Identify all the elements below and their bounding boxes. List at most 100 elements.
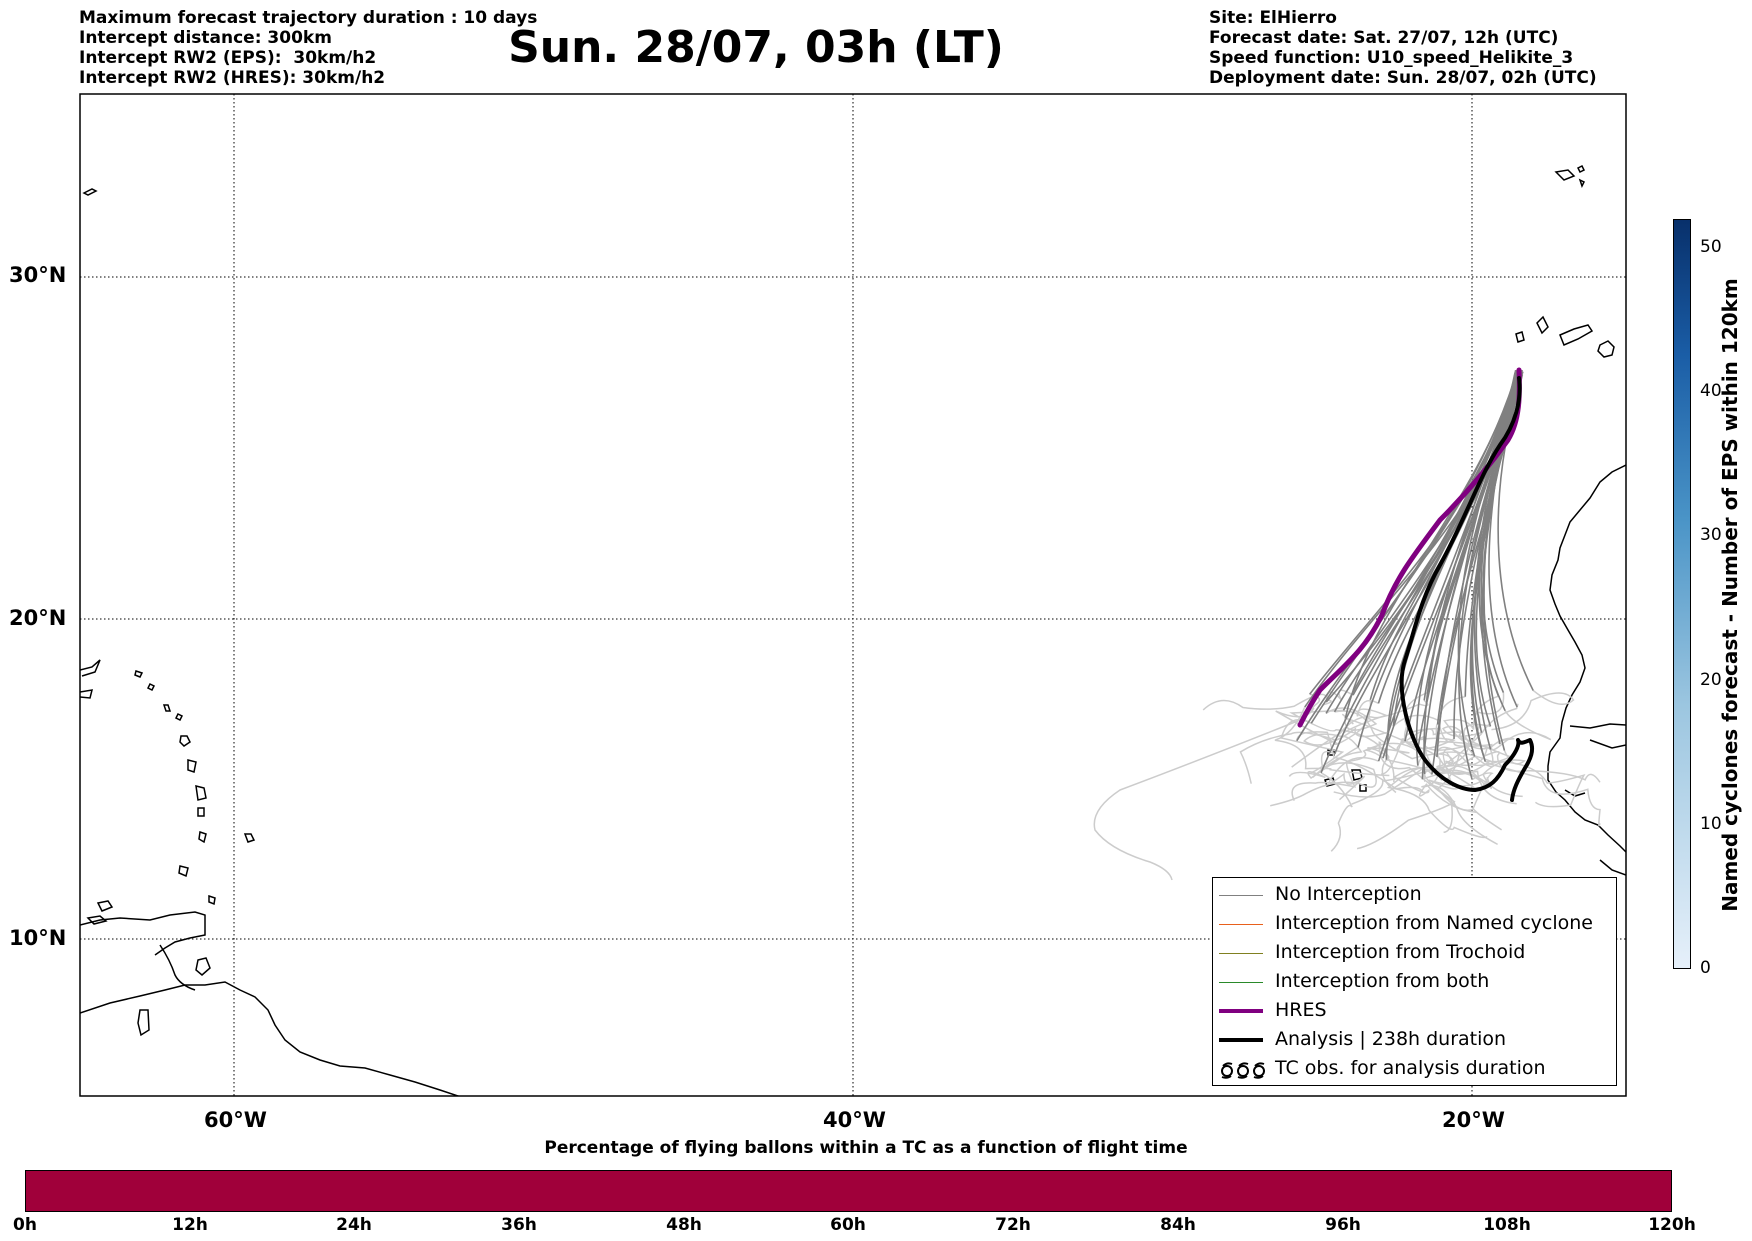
coastlines bbox=[80, 164, 1626, 1096]
eps-trajectory-late bbox=[1356, 773, 1456, 850]
eps-trajectory-late bbox=[1342, 699, 1389, 734]
eps-trajectory-late bbox=[1422, 771, 1482, 790]
coastline-segment bbox=[187, 759, 197, 773]
eps-trajectory-late bbox=[1436, 746, 1475, 811]
analysis-trajectory bbox=[1399, 376, 1535, 802]
coastline-segment bbox=[208, 894, 216, 906]
eps-trajectory-late bbox=[1202, 693, 1328, 711]
colorbar-tick: 96h bbox=[1325, 1215, 1361, 1235]
legend-swatch-black bbox=[1219, 1038, 1263, 1042]
colorbar-tick: 48h bbox=[666, 1215, 702, 1235]
eps-trajectory bbox=[1333, 373, 1522, 713]
map-legend: No Interception Interception from Named … bbox=[1212, 877, 1617, 1086]
colorbar-tick: 20 bbox=[1700, 670, 1722, 690]
legend-item-hres: HRES bbox=[1213, 998, 1616, 1024]
colorbar-tick: 60h bbox=[830, 1215, 866, 1235]
legend-label: HRES bbox=[1275, 999, 1327, 1021]
lat-label-20: 20°N bbox=[9, 606, 67, 630]
colorbar-tick: 12h bbox=[172, 1215, 208, 1235]
colorbar-tick: 0 bbox=[1700, 958, 1711, 978]
header-line-forecast-date: Forecast date: Sat. 27/07, 12h (UTC) bbox=[1209, 28, 1559, 48]
eps-trajectory-late bbox=[1303, 727, 1389, 778]
coastline-segment bbox=[159, 944, 196, 991]
legend-swatch-purple bbox=[1219, 1009, 1263, 1013]
header-right: Site: ElHierro Forecast date: Sat. 27/07… bbox=[1209, 8, 1597, 88]
coastline-segment bbox=[1559, 324, 1594, 346]
eps-trajectory-late bbox=[1386, 759, 1517, 805]
coastline-segment bbox=[137, 1009, 150, 1037]
colorbar-tick: 84h bbox=[1160, 1215, 1196, 1235]
legend-item-tc-obs: TC obs. for analysis duration bbox=[1213, 1056, 1616, 1082]
coastline-segment bbox=[80, 689, 94, 699]
header-line-duration: Maximum forecast trajectory duration : 1… bbox=[79, 8, 538, 28]
header-line-rw2-hres: Intercept RW2 (HRES): 30km/h2 bbox=[79, 68, 386, 88]
coastline-segment bbox=[178, 865, 189, 878]
legend-item-both: Interception from both bbox=[1213, 969, 1616, 995]
legend-label: Interception from both bbox=[1275, 970, 1490, 992]
legend-label: TC obs. for analysis duration bbox=[1275, 1057, 1546, 1079]
lat-label-10: 10°N bbox=[9, 926, 67, 950]
legend-swatch-green bbox=[1219, 982, 1263, 983]
coastline-segment bbox=[82, 188, 98, 196]
colorbar-tick: 40 bbox=[1700, 381, 1722, 401]
eps-trajectory-late bbox=[1320, 772, 1353, 852]
coastline-segment bbox=[1589, 739, 1626, 749]
coastline-segment bbox=[1576, 164, 1586, 174]
flight-time-colorbar-title: Percentage of flying ballons within a TC… bbox=[544, 1138, 1188, 1158]
cyclone-symbols-icon bbox=[1221, 1062, 1265, 1079]
colorbar-tick: 72h bbox=[995, 1215, 1031, 1235]
lon-label-60w: 60°W bbox=[204, 1108, 267, 1132]
legend-item-analysis: Analysis | 238h duration bbox=[1213, 1027, 1616, 1053]
legend-label: Interception from Named cyclone bbox=[1275, 912, 1593, 934]
coastline-segment bbox=[1554, 169, 1576, 181]
header-line-deployment-date: Deployment date: Sun. 28/07, 02h (UTC) bbox=[1209, 68, 1597, 88]
eps-trajectory-late bbox=[1345, 717, 1498, 846]
legend-swatch-olive bbox=[1219, 953, 1263, 954]
eps-trajectory-late bbox=[1437, 755, 1493, 790]
legend-label: No Interception bbox=[1275, 883, 1422, 905]
header-line-site: Site: ElHierro bbox=[1209, 8, 1337, 28]
eps-trajectory-late bbox=[1334, 710, 1455, 763]
coastline-segment bbox=[1515, 331, 1525, 343]
eps-trajectory-late bbox=[1291, 742, 1418, 801]
colorbar-tick: 24h bbox=[336, 1215, 372, 1235]
coastline-segment bbox=[1569, 723, 1626, 729]
colorbar-tick: 50 bbox=[1700, 237, 1722, 257]
coastline-segment bbox=[179, 735, 191, 747]
coastline-segment bbox=[1578, 178, 1586, 188]
coastline-segment bbox=[86, 915, 108, 925]
eps-trajectory-late bbox=[1289, 709, 1397, 794]
header-line-distance: Intercept distance: 300km bbox=[79, 28, 332, 48]
eps-trajectory-late bbox=[1280, 718, 1345, 774]
lat-label-30: 30°N bbox=[9, 263, 67, 287]
coastline-segment bbox=[195, 957, 211, 976]
eps-trajectory bbox=[1436, 374, 1523, 758]
hres-trajectory bbox=[1297, 367, 1522, 728]
legend-item-named-cyclone: Interception from Named cyclone bbox=[1213, 911, 1616, 937]
map-frame bbox=[79, 93, 1627, 1097]
eps-trajectory-late bbox=[1485, 760, 1586, 808]
cyclone-colorbar-label: Named cyclones forecast - Number of EPS … bbox=[1718, 278, 1742, 912]
eps-trajectory-late bbox=[1351, 725, 1482, 805]
header-left: Maximum forecast trajectory duration : 1… bbox=[79, 8, 537, 88]
coastline-segment bbox=[162, 704, 172, 712]
colorbar-tick: 0h bbox=[13, 1215, 37, 1235]
coastline-segment bbox=[1599, 859, 1626, 876]
coastline-segment bbox=[243, 833, 256, 843]
coastline-segment bbox=[1536, 315, 1549, 335]
coastline-segment bbox=[197, 807, 205, 817]
coastline-segment bbox=[174, 712, 184, 722]
eps-trajectory-late bbox=[1275, 693, 1339, 745]
cyclone-count-colorbar bbox=[1673, 219, 1691, 969]
eps-trajectory-late bbox=[1392, 767, 1478, 814]
eps-trajectory-late bbox=[1274, 706, 1390, 777]
coastline-segment bbox=[96, 900, 114, 912]
coastline-segment bbox=[80, 981, 461, 1096]
eps-trajectory bbox=[1385, 374, 1522, 760]
coastline-segment bbox=[198, 831, 207, 844]
header-line-rw2-eps: Intercept RW2 (EPS): 30km/h2 bbox=[79, 48, 377, 68]
eps-trajectory-late bbox=[1471, 772, 1503, 831]
legend-label: Analysis | 238h duration bbox=[1275, 1028, 1507, 1050]
eps-trajectory bbox=[1497, 371, 1534, 691]
eps-trajectory-late bbox=[1325, 707, 1378, 731]
